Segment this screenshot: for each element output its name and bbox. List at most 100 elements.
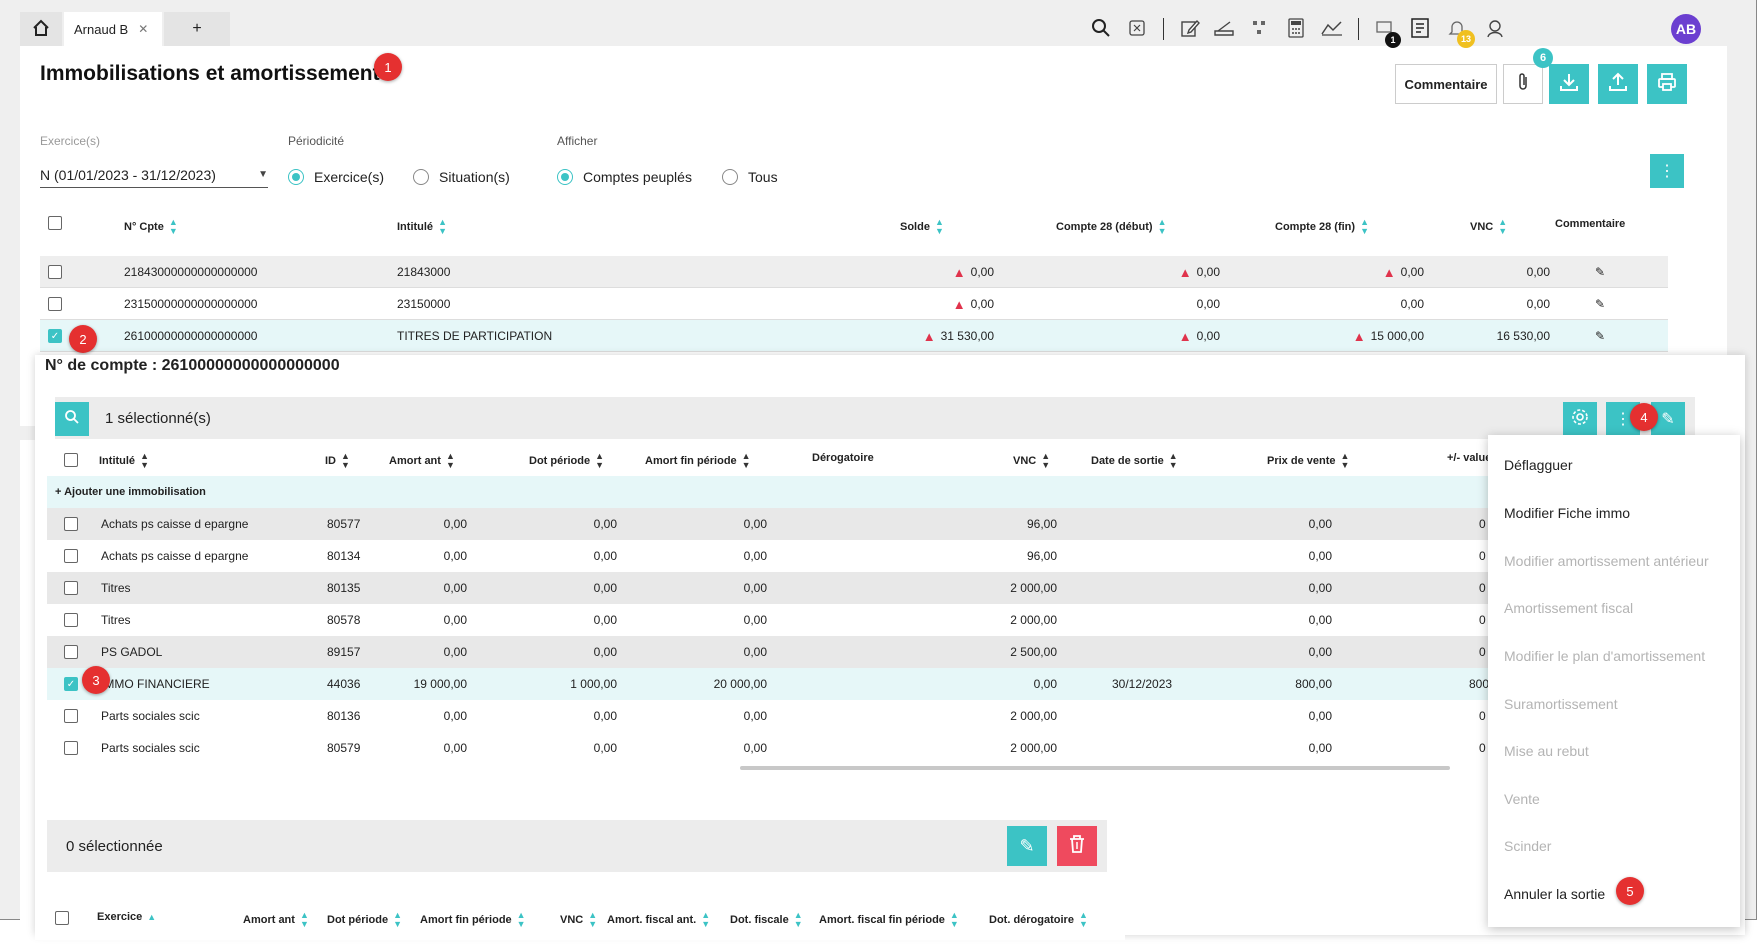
menu-item-suramortissement: Suramortissement bbox=[1504, 696, 1618, 712]
row-checkbox[interactable] bbox=[48, 297, 62, 311]
support-icon[interactable] bbox=[1481, 14, 1509, 42]
col-header-amort-fin[interactable]: Amort fin période ▲ ▼ bbox=[645, 451, 751, 470]
table-row[interactable]: 21843000000000000000 21843000 ▲ 0,00 ▲ 0,0… bbox=[40, 256, 1668, 288]
col-header-date-sortie[interactable]: Date de sortie ▲ ▼ bbox=[1091, 451, 1178, 470]
row-checkbox[interactable] bbox=[64, 549, 78, 563]
col-header-amort-ant[interactable]: Amort ant ▲ ▼ bbox=[243, 910, 309, 929]
row-checkbox[interactable] bbox=[64, 613, 78, 627]
bottom-select-all-checkbox[interactable] bbox=[55, 911, 69, 925]
col-header-vnc[interactable]: VNC ▲ ▼ bbox=[1470, 217, 1508, 236]
select-all-checkbox[interactable] bbox=[48, 216, 62, 230]
col-header-amort-fiscal-ant[interactable]: Amort. fiscal ant. ▲ ▼ bbox=[607, 910, 711, 929]
tab-arnaud-b[interactable]: Arnaud B ✕ bbox=[64, 12, 162, 46]
c28-debut: 0,00 bbox=[1196, 265, 1220, 279]
prix-vente: 0,00 bbox=[1308, 709, 1332, 723]
edit-icon[interactable] bbox=[1176, 14, 1204, 42]
calc-grid-icon[interactable] bbox=[1282, 14, 1310, 42]
detail-search-button[interactable] bbox=[55, 402, 89, 436]
col-header-amort-fin[interactable]: Amort fin période ▲ ▼ bbox=[420, 910, 526, 929]
bottom-edit-button[interactable]: ✎ bbox=[1007, 826, 1047, 866]
radio-button[interactable] bbox=[413, 169, 429, 185]
checklist-icon[interactable] bbox=[1407, 14, 1435, 42]
amort-ant: 0,00 bbox=[443, 549, 467, 563]
chart-icon[interactable] bbox=[1318, 14, 1346, 42]
close-icon[interactable]: ✕ bbox=[138, 22, 149, 36]
col-header-dot-periode[interactable]: Dot période ▲ ▼ bbox=[529, 451, 605, 470]
row-checkbox[interactable] bbox=[64, 645, 78, 659]
delete-button[interactable] bbox=[1057, 826, 1097, 866]
monitor-badge: 1 bbox=[1385, 32, 1401, 48]
col-header-exercice[interactable]: Exercice ▲ bbox=[97, 911, 157, 923]
col-header-vnc[interactable]: VNC ▲ ▼ bbox=[1013, 451, 1051, 470]
col-header-c28-fin[interactable]: Compte 28 (fin) ▲ ▼ bbox=[1275, 217, 1369, 236]
row-checkbox-checked[interactable]: ✓ bbox=[64, 677, 78, 691]
home-tab[interactable] bbox=[20, 12, 62, 46]
col-header-id[interactable]: ID ▲ ▼ bbox=[325, 451, 350, 470]
row-checkbox[interactable] bbox=[64, 741, 78, 755]
add-immobilisation-link[interactable]: + Ajouter une immobilisation bbox=[47, 476, 1497, 508]
org-chart-icon[interactable] bbox=[1246, 14, 1274, 42]
menu-item-deflagguer[interactable]: Déflagguer bbox=[1504, 457, 1573, 473]
radio-button[interactable] bbox=[722, 169, 738, 185]
pencil-icon[interactable]: ✎ bbox=[1595, 329, 1606, 343]
download-button[interactable] bbox=[1549, 64, 1589, 104]
table-row-selected[interactable]: ✓ IMMO FINANCIERE 44036 19 000,00 1 000,… bbox=[47, 668, 1497, 700]
row-checkbox[interactable] bbox=[64, 709, 78, 723]
amort-fin: 0,00 bbox=[743, 581, 767, 595]
col-header-dot-derogatoire[interactable]: Dot. dérogatoire ▲ ▼ bbox=[989, 910, 1088, 929]
col-header-amort-fiscal-fin[interactable]: Amort. fiscal fin période ▲ ▼ bbox=[819, 910, 959, 929]
solde: 0,00 bbox=[970, 297, 994, 311]
detail-edit-button[interactable]: ✎ bbox=[1651, 402, 1685, 436]
row-checkbox[interactable] bbox=[64, 581, 78, 595]
menu-item-modifier-fiche-immo[interactable]: Modifier Fiche immo bbox=[1504, 505, 1631, 521]
monitor-icon[interactable] bbox=[1371, 14, 1399, 42]
col-header-dot-fiscale[interactable]: Dot. fiscale ▲ ▼ bbox=[730, 910, 803, 929]
horizontal-scrollbar[interactable] bbox=[740, 766, 1450, 770]
col-header-intitule[interactable]: Intitulé ▲ ▼ bbox=[99, 451, 149, 470]
upload-button[interactable] bbox=[1598, 64, 1638, 104]
radio-situations[interactable]: Situation(s) bbox=[413, 169, 510, 185]
col-header-vnc[interactable]: VNC ▲ ▼ bbox=[560, 910, 598, 929]
col-header-amort-ant[interactable]: Amort ant ▲ ▼ bbox=[389, 451, 455, 470]
table-row[interactable]: Titres 80135 0,00 0,00 0,00 2 000,00 0,0… bbox=[47, 572, 1497, 604]
exercice-select[interactable]: N (01/01/2023 - 31/12/2023) ▼ bbox=[40, 162, 268, 188]
radio-comptes-peuples[interactable]: Comptes peuplés bbox=[557, 169, 692, 185]
menu-item-annuler-la-sortie[interactable]: Annuler la sortie bbox=[1504, 886, 1606, 902]
avatar[interactable]: AB bbox=[1671, 14, 1701, 44]
pencil-icon[interactable]: ✎ bbox=[1595, 297, 1606, 311]
row-checkbox[interactable] bbox=[64, 517, 78, 531]
col-header-num[interactable]: N° Cpte ▲ ▼ bbox=[124, 217, 178, 236]
calculator-icon[interactable] bbox=[1123, 14, 1151, 42]
table-row[interactable]: Parts sociales scic 80579 0,00 0,00 0,00… bbox=[47, 732, 1497, 764]
table-row[interactable]: Titres 80578 0,00 0,00 0,00 2 000,00 0,0… bbox=[47, 604, 1497, 636]
table-row[interactable]: PS GADOL 89157 0,00 0,00 0,00 2 500,00 0… bbox=[47, 636, 1497, 668]
table-row-selected[interactable]: ✓ 26100000000000000000 TITRES DE PARTICI… bbox=[40, 320, 1668, 352]
scanner-icon[interactable] bbox=[1210, 14, 1238, 42]
sort-up-icon: ▲ bbox=[147, 911, 157, 922]
col-header-dot-periode[interactable]: Dot période ▲ ▼ bbox=[327, 910, 403, 929]
table-row[interactable]: Achats ps caisse d epargne 80577 0,00 0,… bbox=[47, 508, 1497, 540]
search-icon[interactable] bbox=[1087, 14, 1115, 42]
print-button[interactable] bbox=[1647, 64, 1687, 104]
col-header-prix-vente[interactable]: Prix de vente ▲ ▼ bbox=[1267, 451, 1350, 470]
table-row[interactable]: Achats ps caisse d epargne 80134 0,00 0,… bbox=[47, 540, 1497, 572]
table-row[interactable]: Parts sociales scic 80136 0,00 0,00 0,00… bbox=[47, 700, 1497, 732]
settings-button[interactable] bbox=[1563, 402, 1597, 436]
col-header-c28-debut[interactable]: Compte 28 (début) ▲ ▼ bbox=[1056, 217, 1167, 236]
comment-button[interactable]: Commentaire bbox=[1395, 64, 1497, 104]
pencil-icon[interactable]: ✎ bbox=[1595, 265, 1606, 279]
radio-exercices[interactable]: Exercice(s) bbox=[288, 169, 384, 185]
add-tab-button[interactable]: + bbox=[164, 12, 230, 46]
col-header-solde[interactable]: Solde ▲ ▼ bbox=[900, 217, 944, 236]
radio-tous[interactable]: Tous bbox=[722, 169, 778, 185]
col-header-intitule[interactable]: Intitulé ▲ ▼ bbox=[397, 217, 447, 236]
row-checkbox[interactable] bbox=[48, 265, 62, 279]
more-options-button[interactable]: ⋮ bbox=[1650, 154, 1684, 188]
search-icon bbox=[64, 409, 80, 430]
row-checkbox-checked[interactable]: ✓ bbox=[48, 329, 62, 343]
attachment-button[interactable] bbox=[1503, 64, 1543, 104]
radio-button-selected[interactable] bbox=[557, 169, 573, 185]
radio-button-selected[interactable] bbox=[288, 169, 304, 185]
table-row[interactable]: 23150000000000000000 23150000 ▲ 0,00 0,00… bbox=[40, 288, 1668, 320]
detail-select-all-checkbox[interactable] bbox=[64, 453, 78, 467]
